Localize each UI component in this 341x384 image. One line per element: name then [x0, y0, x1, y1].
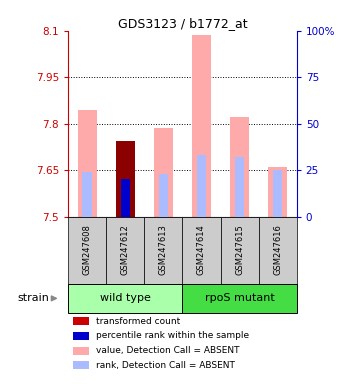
Text: wild type: wild type	[100, 293, 151, 303]
Text: GSM247613: GSM247613	[159, 225, 168, 275]
Bar	[258, 217, 297, 283]
Bar	[230, 118, 249, 217]
Text: transformed count: transformed count	[95, 317, 180, 326]
Bar	[73, 332, 89, 340]
Bar	[192, 35, 211, 217]
Bar	[83, 172, 92, 217]
Text: percentile rank within the sample: percentile rank within the sample	[95, 331, 249, 341]
Text: GSM247616: GSM247616	[273, 225, 282, 275]
Text: value, Detection Call = ABSENT: value, Detection Call = ABSENT	[95, 346, 239, 355]
Bar	[73, 317, 89, 325]
Text: rpoS mutant: rpoS mutant	[205, 293, 275, 303]
Text: GSM247612: GSM247612	[121, 225, 130, 275]
Bar	[78, 110, 97, 217]
Bar	[121, 179, 130, 217]
Text: GSM247615: GSM247615	[235, 225, 244, 275]
Bar	[144, 217, 182, 283]
Bar	[116, 141, 135, 217]
Bar	[106, 217, 144, 283]
Text: rank, Detection Call = ABSENT: rank, Detection Call = ABSENT	[95, 361, 235, 370]
Bar	[73, 347, 89, 355]
Text: GSM247614: GSM247614	[197, 225, 206, 275]
Bar	[197, 155, 206, 217]
Bar	[159, 174, 168, 217]
Bar	[182, 283, 297, 313]
Bar	[68, 283, 182, 313]
Bar	[221, 217, 258, 283]
Bar	[68, 217, 106, 283]
Title: GDS3123 / b1772_at: GDS3123 / b1772_at	[118, 17, 247, 30]
Bar	[273, 170, 282, 217]
Bar	[182, 217, 221, 283]
Bar	[268, 167, 287, 217]
Bar	[235, 157, 244, 217]
Bar	[73, 361, 89, 369]
Text: strain: strain	[17, 293, 49, 303]
Text: GSM247608: GSM247608	[83, 225, 92, 275]
Bar	[154, 128, 173, 217]
